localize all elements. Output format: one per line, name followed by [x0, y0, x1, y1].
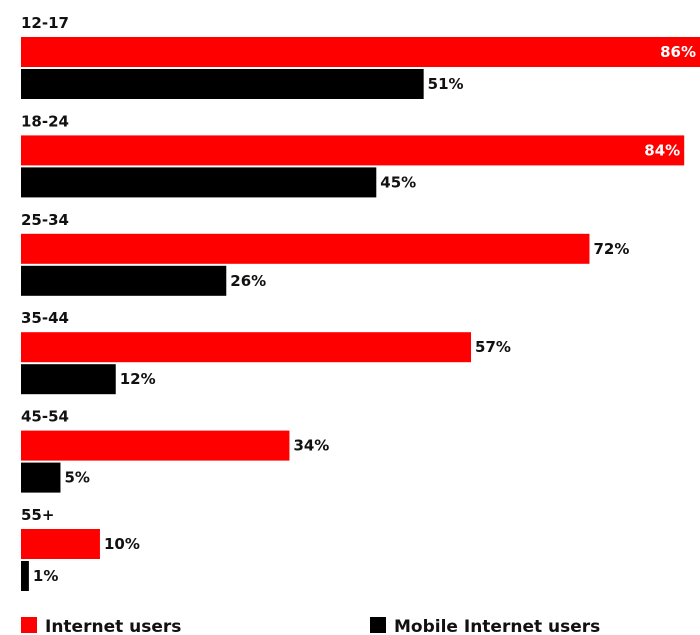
internet-users-bar	[21, 430, 290, 461]
value-label: 34%	[293, 437, 329, 455]
bars-group: 12-17 86% 51% 18-24 84% 45% 25-34 72% 26% 35-44 57…	[21, 14, 700, 591]
category-label: 55+	[21, 506, 54, 524]
value-label: 12%	[120, 370, 156, 388]
category-group: 18-24 84% 45%	[21, 112, 685, 198]
value-label: 26%	[230, 272, 266, 290]
value-label: 10%	[104, 535, 140, 553]
category-group: 12-17 86% 51%	[21, 14, 700, 99]
category-group: 45-54 34% 5%	[21, 408, 329, 493]
value-label: 86%	[660, 43, 696, 61]
mobile-internet-users-bar	[21, 364, 116, 395]
category-group: 35-44 57% 12%	[21, 309, 511, 395]
value-label: 57%	[475, 338, 511, 356]
internet-users-bar	[21, 135, 685, 166]
internet-users-bar	[21, 37, 700, 67]
value-label: 84%	[644, 141, 680, 159]
category-group: 55+ 10% 1%	[21, 506, 140, 591]
internet-users-bar	[21, 529, 100, 559]
legend-swatch	[21, 617, 37, 633]
value-label: 72%	[593, 240, 629, 258]
value-label: 45%	[380, 173, 416, 191]
mobile-internet-users-bar	[21, 69, 424, 99]
mobile-internet-users-bar	[21, 265, 227, 296]
category-label: 18-24	[21, 112, 69, 130]
mobile-internet-users-bar	[21, 561, 29, 591]
legend: Internet users Mobile Internet users	[21, 617, 600, 635]
category-label: 35-44	[21, 309, 69, 327]
legend-label: Internet users	[45, 617, 181, 635]
mobile-internet-users-bar	[21, 167, 377, 198]
legend-swatch	[370, 617, 386, 633]
category-label: 45-54	[21, 408, 69, 426]
category-label: 12-17	[21, 14, 69, 32]
category-group: 25-34 72% 26%	[21, 211, 629, 296]
category-label: 25-34	[21, 211, 69, 229]
value-label: 5%	[64, 469, 89, 487]
value-label: 1%	[33, 567, 58, 585]
internet-users-bar	[21, 332, 472, 363]
legend-label: Mobile Internet users	[394, 617, 600, 635]
value-label: 51%	[428, 75, 464, 93]
internet-users-bar	[21, 233, 590, 264]
mobile-internet-users-bar	[21, 462, 61, 493]
